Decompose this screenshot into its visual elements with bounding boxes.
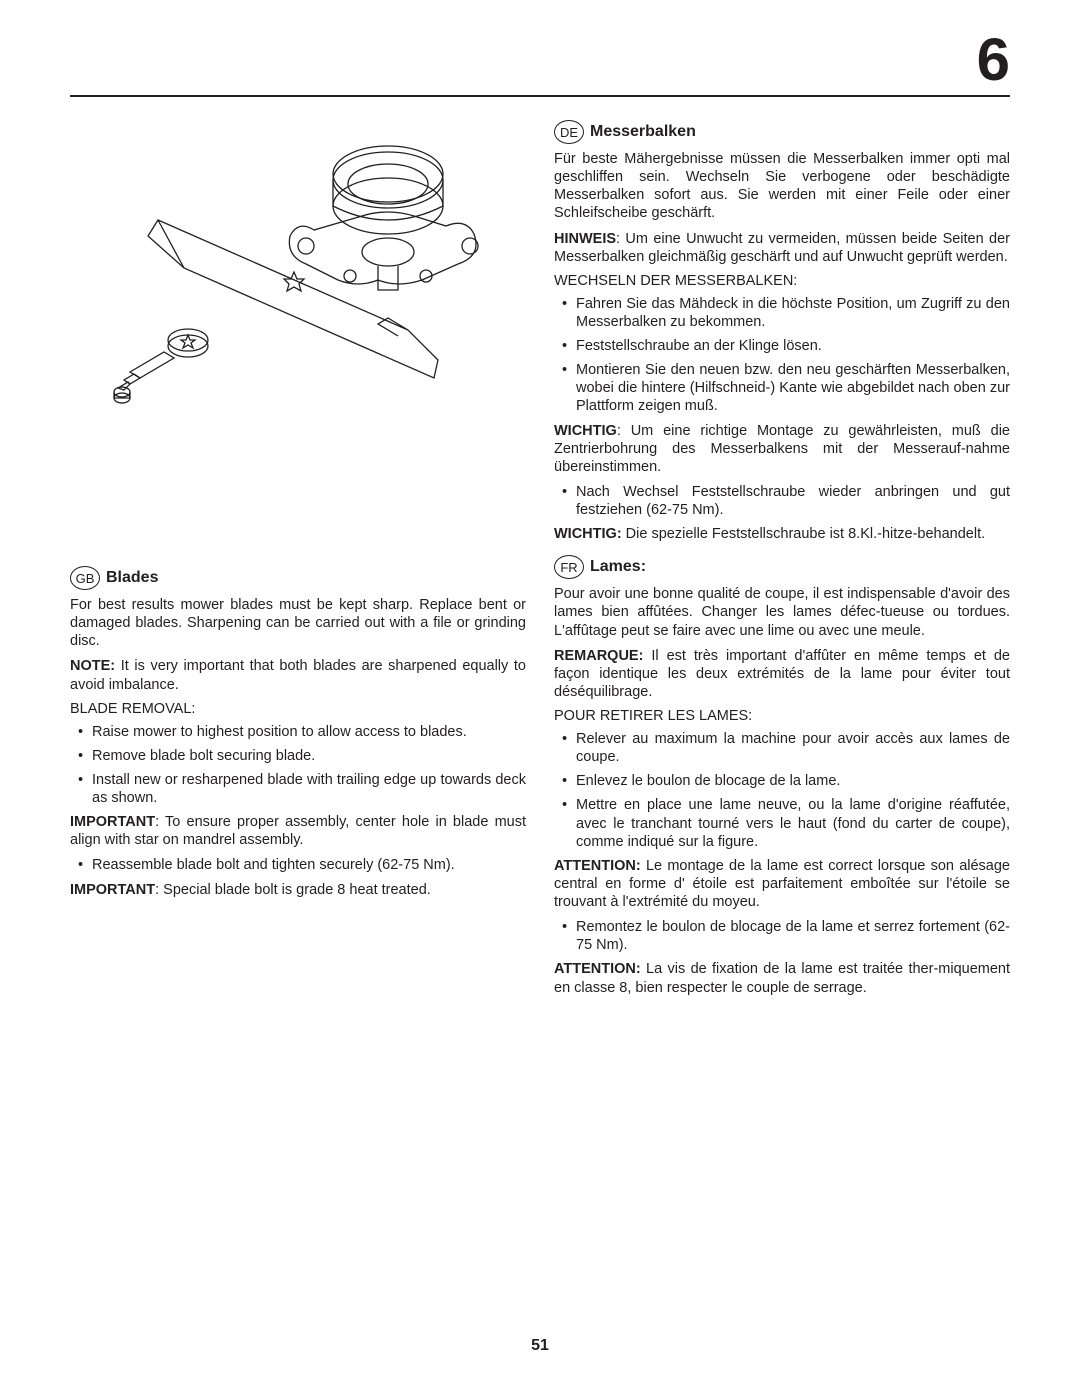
- de-subhead: WECHSELN DER MESSERBALKEN:: [554, 273, 1010, 289]
- right-column: DE Messerbalken Für beste Mähergebnisse …: [554, 120, 1010, 1009]
- de-intro: Für beste Mähergebnisse müssen die Messe…: [554, 150, 1010, 223]
- de-bullets-2: Nach Wechsel Feststellschraube wieder an…: [554, 483, 1010, 519]
- fr-bullets-2: Remontez le boulon de blocage de la lame…: [554, 918, 1010, 954]
- de-imp2-text: Die spezielle Feststellschraube ist 8.Kl…: [622, 526, 985, 542]
- gb-imp2: IMPORTANT: Special blade bolt is grade 8…: [70, 881, 526, 899]
- fr-note: REMARQUE: Il est très important d'affûte…: [554, 647, 1010, 701]
- de-imp1-text: : Um eine richtige Montage zu gewährleis…: [554, 423, 1010, 475]
- fr-imp2-label: ATTENTION:: [554, 961, 641, 977]
- gb-imp2-label: IMPORTANT: [70, 882, 155, 898]
- fr-bullets-1: Relever au maximum la machine pour avoir…: [554, 730, 1010, 851]
- gb-bullets-2: Reassemble blade bolt and tighten secure…: [70, 856, 526, 874]
- de-b4: Nach Wechsel Feststellschraube wieder an…: [554, 483, 1010, 519]
- left-column: GB Blades For best results mower blades …: [70, 120, 526, 1009]
- gb-title-row: GB Blades: [70, 566, 526, 590]
- fr-section: FR Lames: Pour avoir une bonne qualité d…: [554, 555, 1010, 996]
- fr-imp1: ATTENTION: Le montage de la lame est cor…: [554, 857, 1010, 911]
- gb-title: Blades: [106, 569, 158, 587]
- de-b2: Feststellschraube an der Klinge lösen.: [554, 337, 1010, 355]
- fr-b2: Enlevez le boulon de blocage de la lame.: [554, 772, 1010, 790]
- blade-assembly-icon: [78, 120, 518, 550]
- de-badge: DE: [554, 120, 584, 144]
- gb-b3: Install new or resharpened blade with tr…: [70, 771, 526, 807]
- fr-b1: Relever au maximum la machine pour avoir…: [554, 730, 1010, 766]
- content-columns: GB Blades For best results mower blades …: [70, 120, 1010, 1009]
- gb-b4: Reassemble blade bolt and tighten secure…: [70, 856, 526, 874]
- de-imp1: WICHTIG: Um eine richtige Montage zu gew…: [554, 422, 1010, 476]
- gb-imp2-text: : Special blade bolt is grade 8 heat tre…: [155, 882, 431, 898]
- de-title-row: DE Messerbalken: [554, 120, 1010, 144]
- de-imp2: WICHTIG: Die spezielle Feststellschraube…: [554, 525, 1010, 543]
- page-number-bottom: 51: [0, 1337, 1080, 1355]
- fr-subhead: POUR RETIRER LES LAMES:: [554, 708, 1010, 724]
- gb-badge: GB: [70, 566, 100, 590]
- de-title: Messerbalken: [590, 123, 696, 141]
- de-b1: Fahren Sie das Mähdeck in die höchste Po…: [554, 295, 1010, 331]
- fr-title-row: FR Lames:: [554, 555, 1010, 579]
- fr-b4: Remontez le boulon de blocage de la lame…: [554, 918, 1010, 954]
- de-bullets-1: Fahren Sie das Mähdeck in die höchste Po…: [554, 295, 1010, 416]
- gb-subhead: BLADE REMOVAL:: [70, 701, 526, 717]
- fr-imp1-label: ATTENTION:: [554, 858, 641, 874]
- gb-intro: For best results mower blades must be ke…: [70, 596, 526, 650]
- fr-title: Lames:: [590, 558, 646, 576]
- gb-imp1-label: IMPORTANT: [70, 814, 155, 830]
- de-section: DE Messerbalken Für beste Mähergebnisse …: [554, 120, 1010, 543]
- horizontal-rule: [70, 95, 1010, 97]
- fr-badge: FR: [554, 555, 584, 579]
- de-imp2-label: WICHTIG:: [554, 526, 622, 542]
- fr-b3: Mettre en place une lame neuve, ou la la…: [554, 796, 1010, 850]
- gb-note-label: NOTE:: [70, 658, 115, 674]
- fr-note-label: REMARQUE:: [554, 648, 643, 664]
- de-imp1-label: WICHTIG: [554, 423, 617, 439]
- gb-imp1: IMPORTANT: To ensure proper assembly, ce…: [70, 813, 526, 849]
- gb-note: NOTE: It is very important that both bla…: [70, 657, 526, 693]
- de-note: HINWEIS: Um eine Unwucht zu vermeiden, m…: [554, 230, 1010, 266]
- fr-intro: Pour avoir une bonne qualité de coupe, i…: [554, 585, 1010, 639]
- gb-b2: Remove blade bolt securing blade.: [70, 747, 526, 765]
- gb-bullets-1: Raise mower to highest position to allow…: [70, 723, 526, 808]
- fr-imp2: ATTENTION: La vis de fixation de la lame…: [554, 960, 1010, 996]
- blade-diagram: [70, 120, 526, 550]
- de-note-text: : Um eine Unwucht zu vermeiden, müssen b…: [554, 231, 1010, 265]
- gb-note-text: It is very important that both blades ar…: [70, 658, 526, 692]
- de-b3: Montieren Sie den neuen bzw. den neu ges…: [554, 361, 1010, 415]
- gb-b1: Raise mower to highest position to allow…: [70, 723, 526, 741]
- de-note-label: HINWEIS: [554, 231, 616, 247]
- page-number-top: 6: [977, 30, 1010, 90]
- gb-section: GB Blades For best results mower blades …: [70, 566, 526, 899]
